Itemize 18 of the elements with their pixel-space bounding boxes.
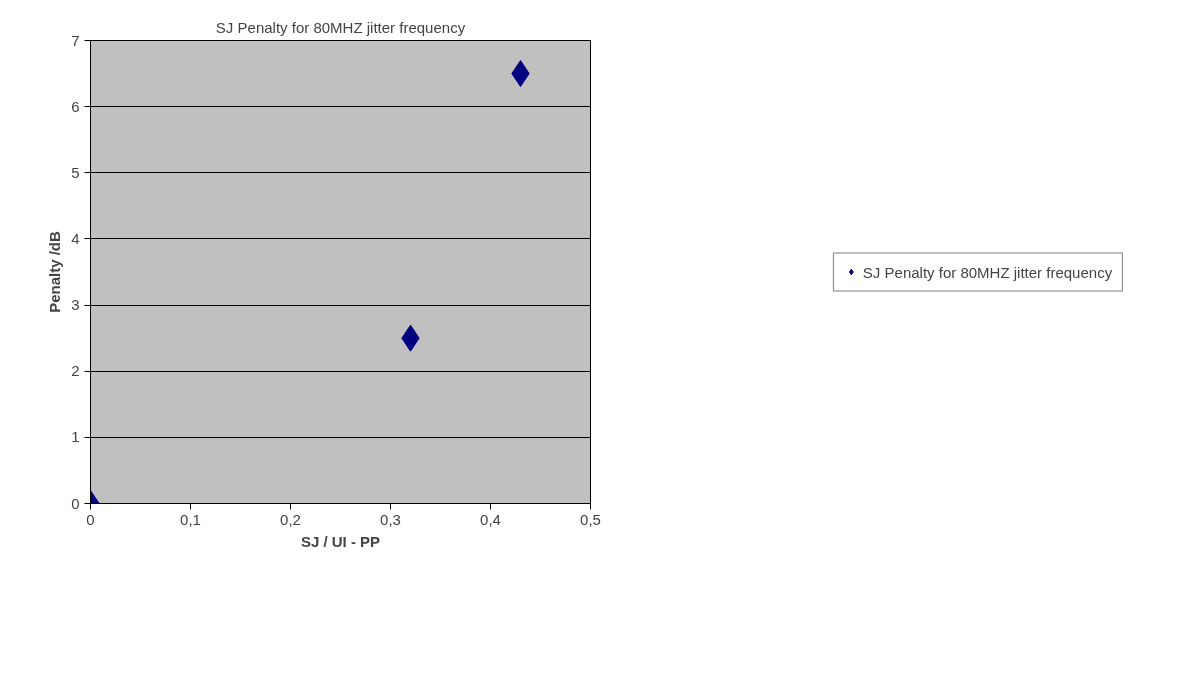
- x-tick-label: 0,1: [180, 510, 201, 528]
- x-tick-label: 0,4: [480, 510, 501, 528]
- y-tick-label: 2: [71, 362, 80, 380]
- y-tick-label: 7: [71, 31, 80, 49]
- y-tick-label: 3: [71, 296, 80, 314]
- y-tick-label: 6: [71, 97, 80, 115]
- x-tick-label: 0,2: [280, 510, 301, 528]
- x-tick-label: 0,5: [580, 510, 601, 528]
- x-axis-title: SJ / UI - PP: [300, 532, 381, 550]
- x-tick-label: 0,3: [380, 510, 401, 528]
- y-tick-label: 0: [71, 494, 80, 512]
- y-tick-label: 5: [71, 163, 80, 181]
- y-tick-label: 1: [71, 428, 80, 446]
- chart-title: SJ Penalty for 80MHZ jitter frequency: [215, 18, 466, 36]
- legend-label: SJ Penalty for 80MHZ jitter frequency: [862, 263, 1113, 280]
- x-tick-label: 0: [86, 510, 95, 528]
- y-axis-title: Penalty /dB: [46, 230, 64, 313]
- y-tick-label: 4: [71, 229, 80, 247]
